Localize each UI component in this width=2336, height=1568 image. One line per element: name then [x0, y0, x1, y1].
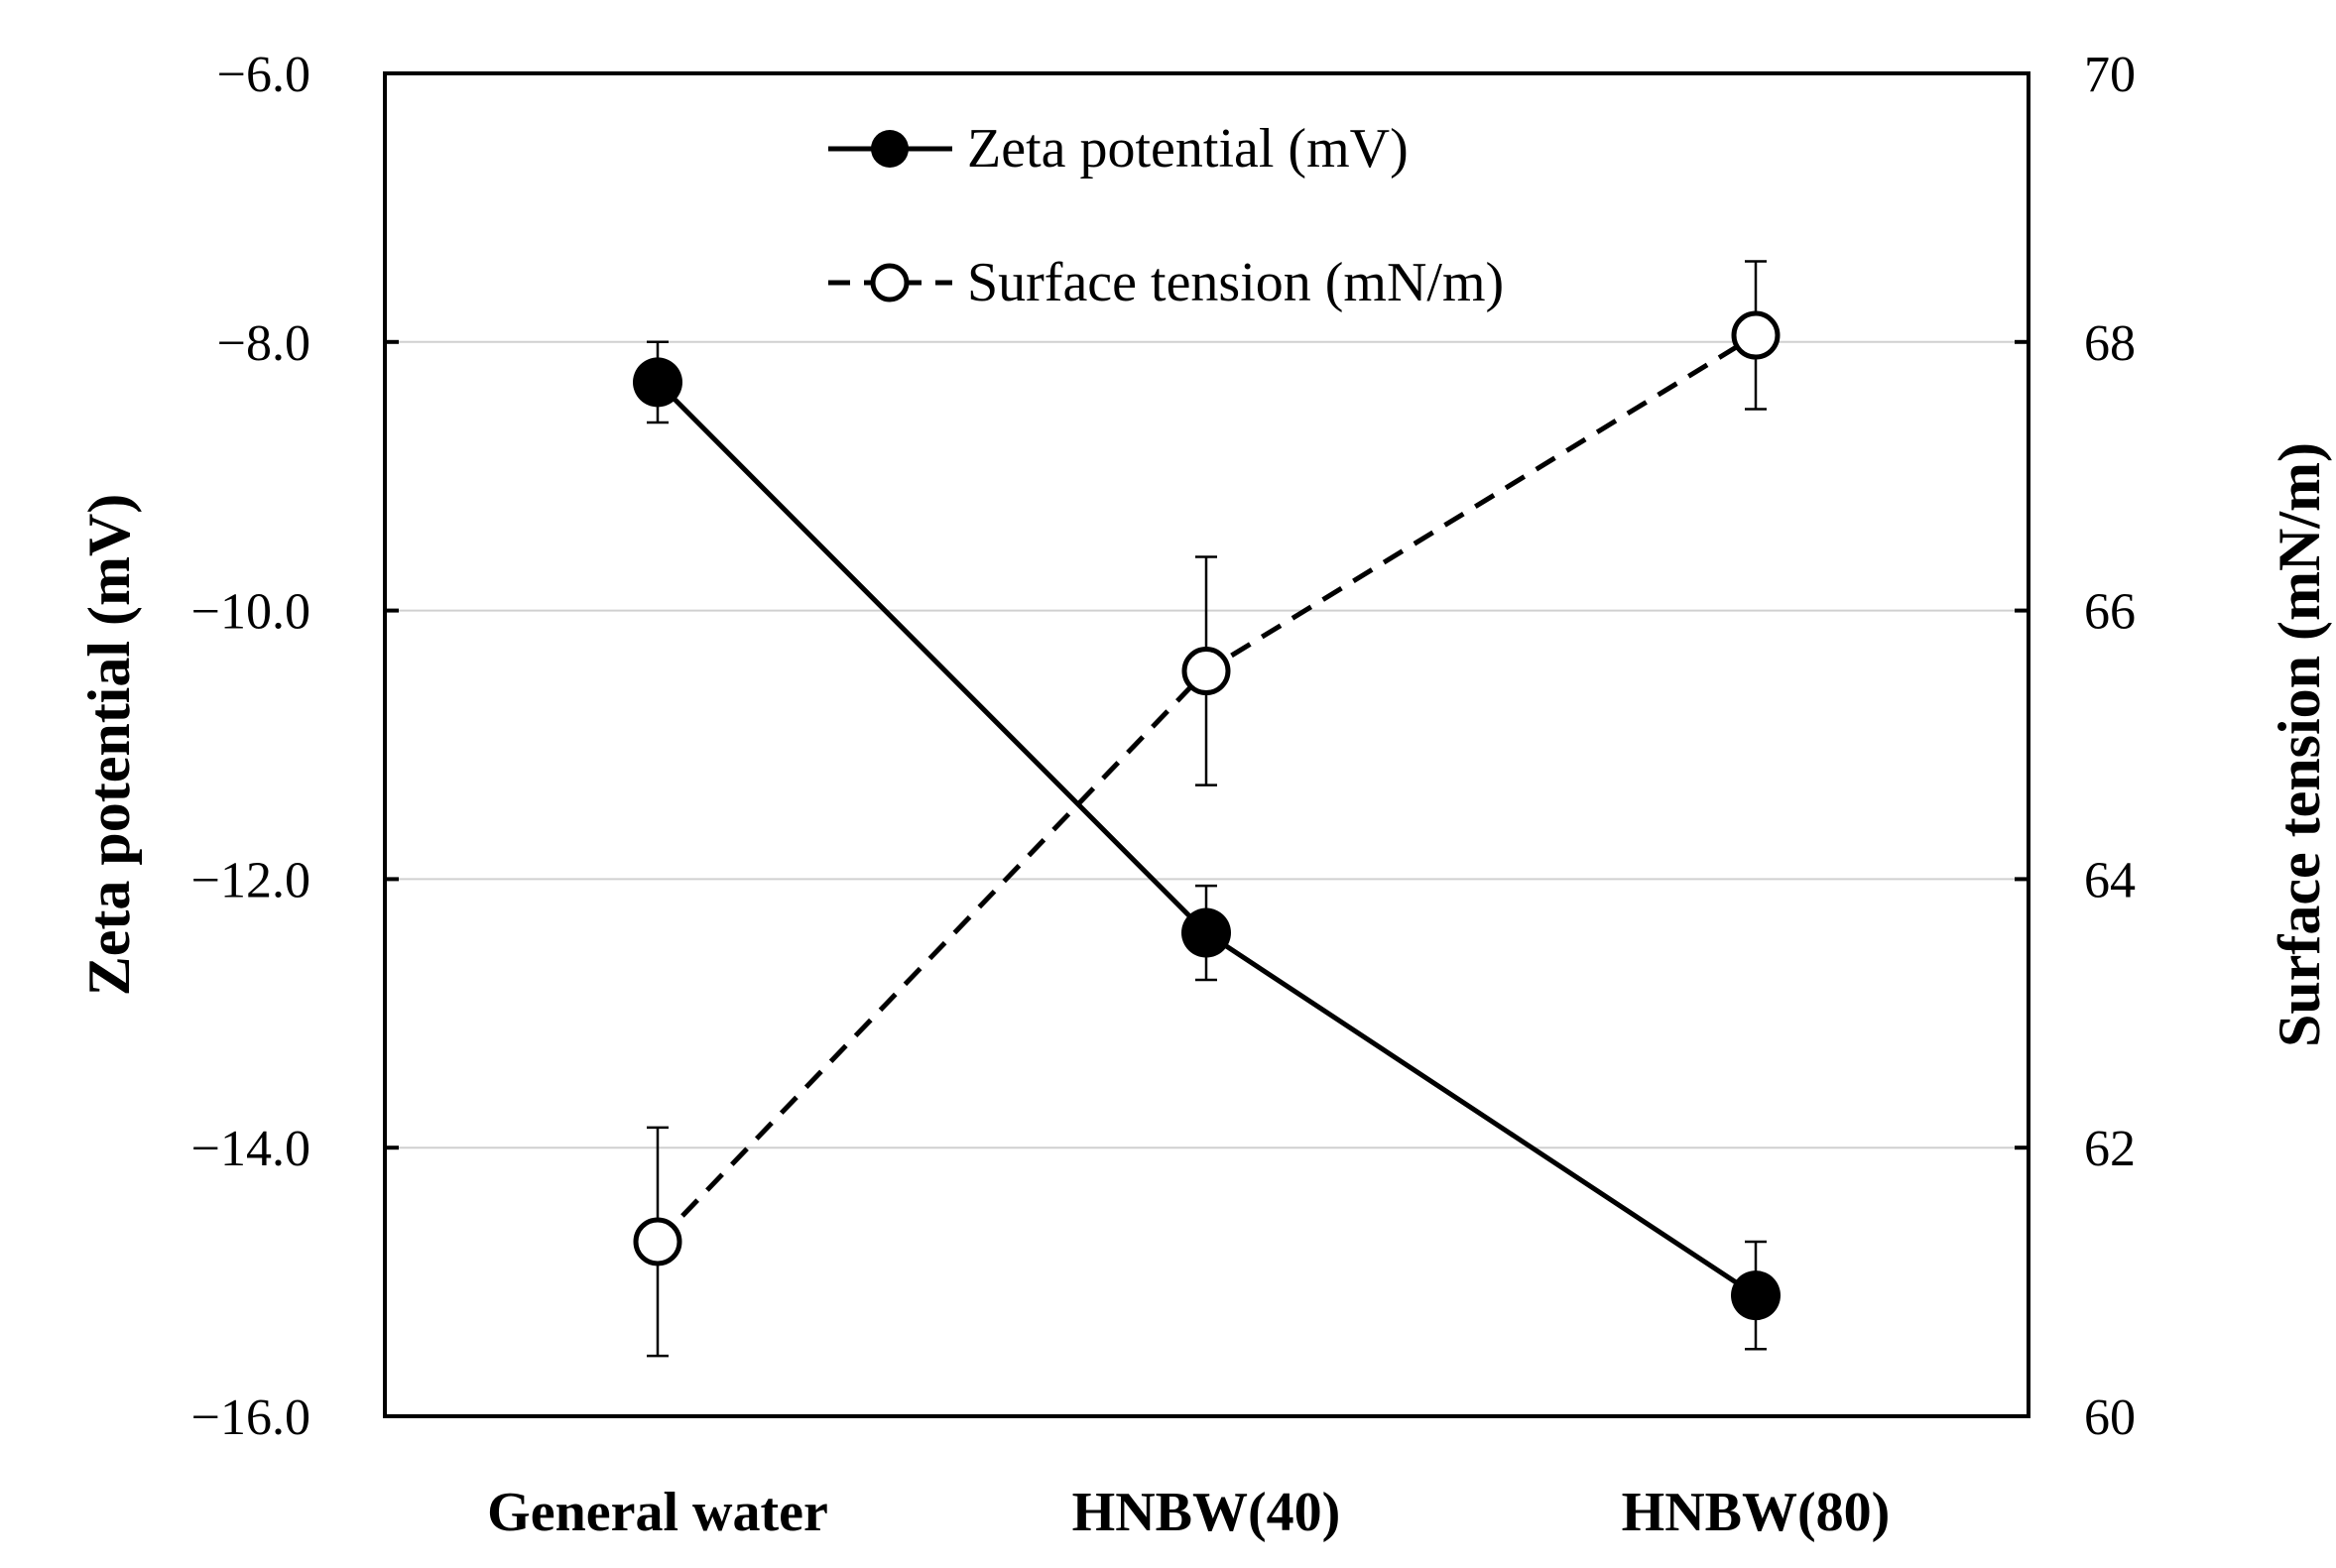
surface-tension-data-point	[1731, 310, 1781, 360]
surface-tension-line	[656, 332, 1758, 1244]
left-axis-title: Zeta potential (mV)	[76, 494, 142, 997]
legend-surface-tension-label: Surface tension (mN/m)	[967, 252, 1504, 313]
legend-zeta-marker	[871, 130, 909, 168]
right-tick-label: 66	[2084, 584, 2136, 641]
series-zeta-potential	[633, 340, 1781, 1351]
legend-zeta-label: Zeta potential (mV)	[967, 118, 1409, 180]
x-category-label: General water	[487, 1482, 828, 1543]
right-tick-label: 70	[2084, 47, 2136, 103]
legend: Zeta potential (mV) Surface tension (mN/…	[828, 118, 1504, 313]
zeta-potential-line	[656, 380, 1758, 1298]
series-surface-tension	[633, 260, 1781, 1358]
surface-tension-data-point	[633, 1217, 682, 1266]
right-tick-label: 60	[2084, 1389, 2136, 1446]
plot-frame	[383, 71, 2030, 1418]
right-tick-label: 64	[2084, 852, 2136, 908]
left-tick-label: −14.0	[191, 1121, 310, 1177]
left-tick-label: −16.0	[191, 1389, 310, 1446]
right-tick-label: 68	[2084, 315, 2136, 372]
x-category-label: HNBW(80)	[1622, 1482, 1891, 1543]
zeta-data-point	[1731, 1270, 1781, 1321]
zeta-data-point	[633, 357, 682, 408]
zeta-data-point	[1181, 907, 1231, 958]
x-category-label: HNBW(40)	[1072, 1482, 1341, 1543]
x-axis-categories: General water HNBW(40) HNBW(80)	[487, 1482, 1890, 1543]
left-axis-ticks: −16.0 −14.0 −12.0 −10.0 −8.0 −6.0	[191, 47, 399, 1446]
legend-surface-tension-marker	[870, 263, 910, 302]
left-tick-label: −12.0	[191, 852, 310, 908]
surface-tension-data-point	[1181, 647, 1231, 696]
right-axis-ticks: 60 62 64 66 68 70	[2015, 47, 2136, 1446]
series-layer	[633, 260, 1781, 1358]
left-tick-label: −8.0	[217, 315, 310, 372]
left-tick-label: −10.0	[191, 584, 310, 641]
right-axis-title: Surface tension (mN/m)	[2267, 442, 2332, 1047]
right-tick-label: 62	[2084, 1121, 2136, 1177]
left-tick-label: −6.0	[217, 47, 310, 103]
